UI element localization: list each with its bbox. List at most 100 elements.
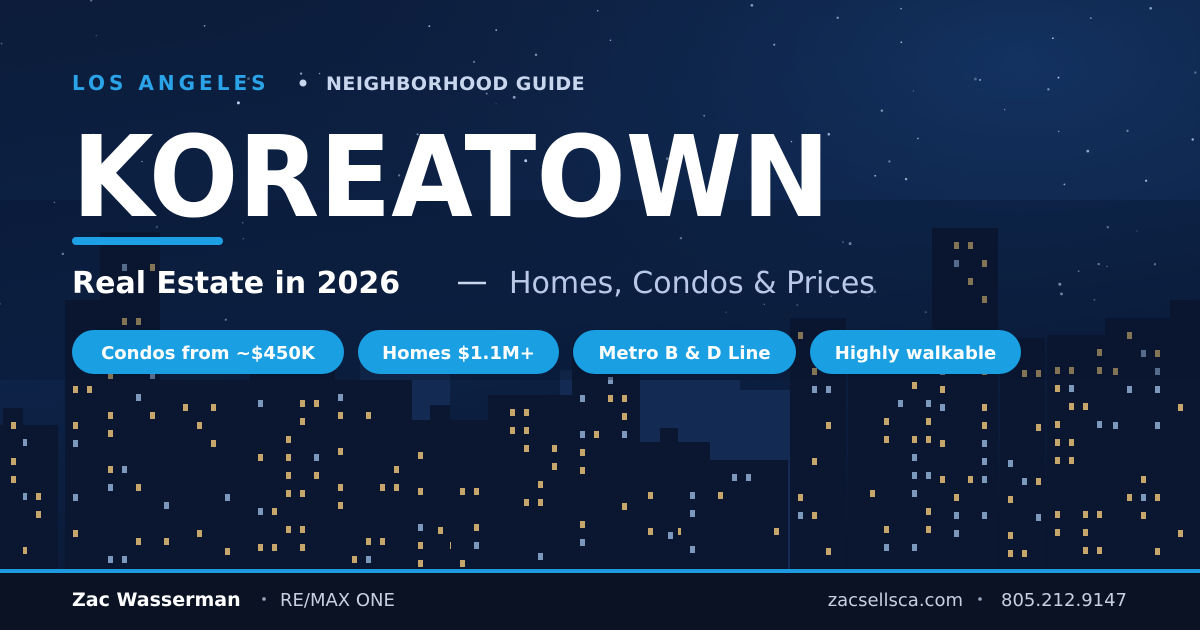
building — [430, 405, 450, 572]
window — [272, 544, 277, 551]
window — [1127, 494, 1132, 501]
star — [830, 295, 833, 298]
star — [868, 295, 870, 298]
star — [534, 53, 538, 56]
window — [608, 395, 613, 402]
star — [760, 169, 763, 172]
window — [258, 454, 263, 461]
star — [873, 290, 877, 294]
window — [954, 512, 959, 519]
star — [912, 90, 915, 92]
window — [136, 394, 141, 401]
window — [1036, 514, 1041, 521]
window — [258, 400, 263, 407]
separator-dot — [262, 597, 266, 601]
window — [418, 488, 423, 495]
window — [164, 538, 169, 545]
window — [690, 492, 695, 499]
star — [1060, 292, 1063, 296]
window — [1141, 512, 1146, 519]
window — [1008, 550, 1013, 557]
star — [773, 43, 776, 46]
window — [580, 395, 585, 402]
tag-label: Homes $1.1M+ — [382, 343, 535, 364]
window — [1113, 368, 1118, 375]
window — [272, 508, 277, 515]
star — [1097, 262, 1100, 266]
star — [428, 25, 431, 28]
window — [36, 493, 41, 500]
star — [757, 286, 761, 290]
window — [968, 278, 973, 285]
window — [286, 436, 291, 443]
window — [622, 413, 627, 420]
star — [524, 159, 528, 163]
window — [1097, 547, 1102, 554]
window — [812, 386, 817, 393]
star — [475, 136, 477, 139]
window — [982, 458, 987, 465]
star — [725, 311, 727, 313]
window — [1178, 530, 1183, 537]
star — [0, 303, 1, 305]
window — [912, 436, 917, 443]
window — [552, 463, 557, 470]
window — [954, 260, 959, 267]
window — [22, 547, 27, 554]
window — [87, 386, 92, 393]
window — [11, 422, 16, 429]
window — [338, 394, 343, 401]
window — [538, 553, 543, 560]
window — [580, 449, 585, 456]
star — [790, 140, 793, 143]
window — [1055, 439, 1060, 446]
window — [870, 490, 875, 497]
window — [1008, 532, 1013, 539]
window — [982, 296, 987, 303]
window — [11, 458, 16, 465]
window — [524, 409, 529, 416]
window — [552, 445, 557, 452]
title-underline — [72, 237, 223, 245]
tag-label: Condos from ~$450K — [101, 343, 316, 364]
window — [108, 412, 113, 419]
star — [924, 311, 927, 314]
window — [460, 488, 465, 495]
window — [1022, 370, 1027, 377]
window — [197, 422, 202, 429]
window — [225, 548, 230, 555]
window — [774, 528, 779, 535]
star — [917, 137, 919, 140]
window — [954, 530, 959, 537]
star — [827, 132, 831, 136]
window — [122, 466, 127, 473]
tags: Condos from ~$450K Homes $1.1M+ Metro B & … — [72, 330, 1021, 374]
window — [108, 556, 113, 563]
window — [622, 503, 627, 510]
window — [524, 427, 529, 434]
window — [940, 404, 945, 411]
star — [1052, 37, 1054, 40]
star — [547, 194, 550, 197]
star — [874, 174, 877, 177]
window — [300, 400, 305, 407]
window — [648, 528, 653, 535]
star — [472, 60, 476, 64]
star — [95, 35, 97, 37]
star — [1149, 7, 1152, 10]
window — [982, 422, 987, 429]
star — [609, 39, 612, 42]
window — [122, 264, 127, 271]
star — [1057, 76, 1060, 79]
window — [136, 538, 141, 545]
window — [108, 372, 113, 379]
star — [495, 29, 498, 31]
window — [608, 377, 613, 384]
window — [1141, 476, 1146, 483]
star — [318, 72, 321, 75]
window — [1127, 386, 1132, 393]
window — [136, 484, 141, 491]
window — [1155, 368, 1160, 375]
window — [136, 318, 141, 325]
